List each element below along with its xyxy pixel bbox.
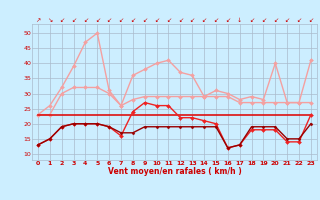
X-axis label: Vent moyen/en rafales ( km/h ): Vent moyen/en rafales ( km/h ) bbox=[108, 167, 241, 176]
